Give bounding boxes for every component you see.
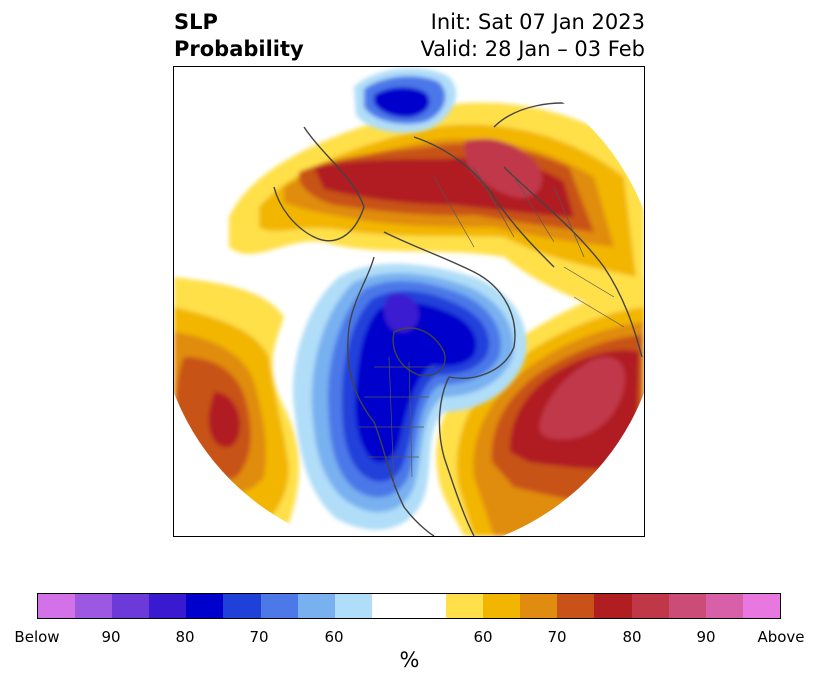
colorbar-segment <box>483 594 521 618</box>
title-line-2: Probability <box>174 37 304 61</box>
colorbar-tick-label: Above <box>757 628 805 646</box>
colorbar-segment <box>112 594 150 618</box>
colorbar-segment <box>297 594 335 618</box>
colorbar-tick-label: 90 <box>696 628 716 646</box>
above-normal-pacific <box>174 277 299 536</box>
colorbar-tick-label: 70 <box>249 628 269 646</box>
colorbar-segment <box>594 594 632 618</box>
chart-title: SLP Probability <box>174 9 304 63</box>
colorbar-segment <box>557 594 595 618</box>
colorbar-segment <box>742 594 780 618</box>
colorbar <box>37 593 781 619</box>
init-date: Init: Sat 07 Jan 2023 <box>430 10 645 34</box>
colorbar-segment <box>371 594 447 618</box>
map-panel <box>173 66 645 537</box>
colorbar-segment <box>520 594 558 618</box>
colorbar-segment <box>223 594 261 618</box>
colorbar-tick-label: 70 <box>547 628 567 646</box>
colorbar-segment <box>38 594 76 618</box>
date-info: Init: Sat 07 Jan 2023 Valid: 28 Jan – 03… <box>420 9 645 63</box>
colorbar-tick-label: Below <box>14 628 60 646</box>
below-normal-arctic <box>354 68 457 133</box>
colorbar-segment <box>75 594 113 618</box>
colorbar-segment <box>446 594 484 618</box>
colorbar-segment <box>668 594 706 618</box>
colorbar-tick-label: 90 <box>101 628 121 646</box>
colorbar-tick-label: 60 <box>324 628 344 646</box>
colorbar-tick-label: 80 <box>622 628 642 646</box>
title-line-1: SLP <box>174 10 218 34</box>
colorbar-segment <box>705 594 743 618</box>
colorbar-segment <box>260 594 298 618</box>
colorbar-segment <box>149 594 187 618</box>
colorbar-unit: % <box>399 648 420 672</box>
borders <box>359 166 625 488</box>
colorbar-tick-label: 60 <box>473 628 493 646</box>
probability-map <box>174 67 644 536</box>
colorbar-segment <box>334 594 372 618</box>
colorbar-ticks: Below 90 80 70 60 60 70 80 90 Above <box>0 628 819 648</box>
valid-range: Valid: 28 Jan – 03 Feb <box>420 37 645 61</box>
colorbar-segment <box>186 594 224 618</box>
colorbar-segment <box>631 594 669 618</box>
colorbar-tick-label: 80 <box>175 628 195 646</box>
